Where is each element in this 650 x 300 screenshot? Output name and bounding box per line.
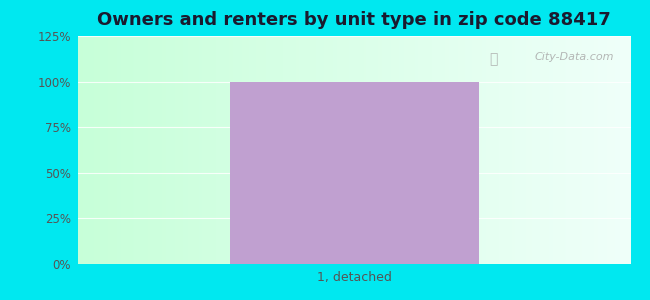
- Title: Owners and renters by unit type in zip code 88417: Owners and renters by unit type in zip c…: [98, 11, 611, 29]
- Text: ⌕: ⌕: [489, 52, 498, 66]
- Text: City-Data.com: City-Data.com: [534, 52, 614, 62]
- Bar: [230, 82, 478, 264]
